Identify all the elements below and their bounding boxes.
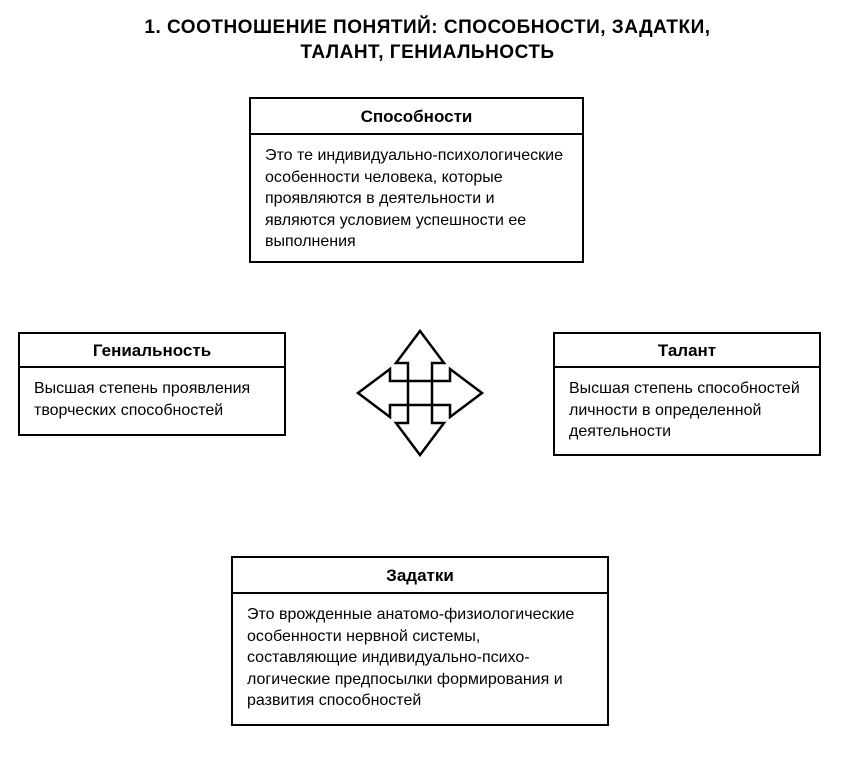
box-genius-title: Гениальность <box>20 334 284 368</box>
box-aptitudes: Задатки Это врожденные анатомо-физиологи… <box>231 556 609 726</box>
box-aptitudes-body: Это врожденные анатомо-физиологи­ческие … <box>233 594 607 724</box>
page-title-line2: ТАЛАНТ, ГЕНИАЛЬНОСТЬ <box>0 41 855 66</box>
page-title-line1: 1. СООТНОШЕНИЕ ПОНЯТИЙ: СПОСОБНОСТИ, ЗАД… <box>0 16 855 41</box>
box-aptitudes-title: Задатки <box>233 558 607 594</box>
box-abilities-body: Это те индивидуально-психологи­ческие ос… <box>251 135 582 265</box>
box-abilities-title: Способности <box>251 99 582 135</box>
four-way-arrow-icon <box>350 323 490 463</box>
box-genius-body: Высшая степень проявления творческих спо… <box>20 368 284 433</box>
box-abilities: Способности Это те индивидуально-психоло… <box>249 97 584 263</box>
box-talent: Талант Высшая степень способно­стей личн… <box>553 332 821 456</box>
box-genius: Гениальность Высшая степень проявления т… <box>18 332 286 436</box>
page-title: 1. СООТНОШЕНИЕ ПОНЯТИЙ: СПОСОБНОСТИ, ЗАД… <box>0 16 855 65</box>
box-talent-body: Высшая степень способно­стей личности в … <box>555 368 819 455</box>
box-talent-title: Талант <box>555 334 819 368</box>
diagram-page: 1. СООТНОШЕНИЕ ПОНЯТИЙ: СПОСОБНОСТИ, ЗАД… <box>0 0 855 768</box>
